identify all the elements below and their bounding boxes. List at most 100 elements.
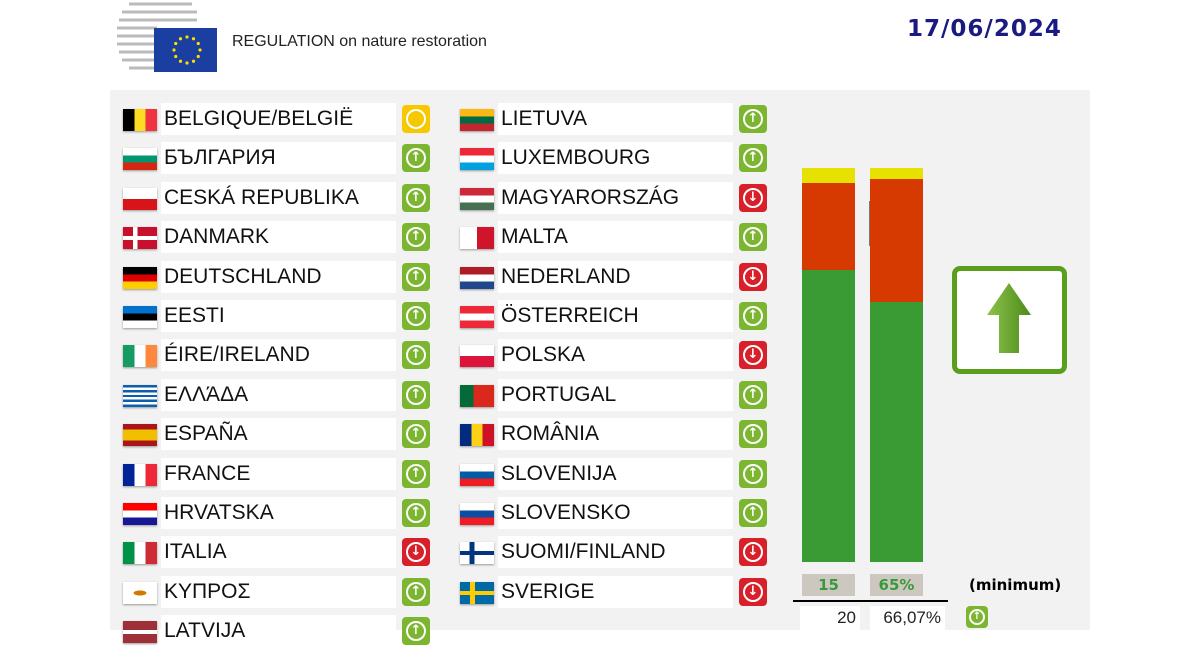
country-name: DEUTSCHLAND — [161, 260, 396, 293]
country-name: LIETUVA — [498, 103, 733, 135]
threshold-label: (minimum) — [969, 576, 1062, 594]
member-states-result: 20 — [800, 606, 860, 630]
vote-yes-icon: ↑ — [402, 459, 430, 488]
country-name: NEDERLAND — [498, 260, 733, 293]
member-states-threshold: 15 — [802, 574, 855, 596]
abstain-segment — [802, 168, 855, 183]
country-name: БЪЛГАРИЯ — [161, 142, 396, 175]
country-name: HRVATSKA — [161, 497, 396, 529]
flag-lv-icon — [123, 621, 157, 644]
flag-bg-icon — [123, 148, 157, 171]
flag-se-icon — [460, 581, 494, 604]
vote-yes-icon: ↑ — [402, 380, 430, 409]
flag-cy-icon — [123, 581, 157, 604]
country-name: ESPAÑA — [161, 418, 396, 451]
vote-yes-icon: ↑ — [402, 341, 430, 370]
flag-hu-icon — [460, 187, 494, 210]
vote-date: 17/06/2024 — [907, 16, 1062, 42]
vote-yes-icon: ↑ — [402, 420, 430, 449]
divider — [793, 600, 948, 602]
country-name: LATVIJA — [161, 615, 396, 647]
vote-yes-icon: ↑ — [402, 144, 430, 173]
eu-council-logo — [117, 2, 217, 72]
flag-lt-icon — [460, 109, 494, 131]
country-name: SVERIGE — [498, 575, 733, 608]
vote-yes-icon: ↑ — [739, 223, 767, 252]
vote-yes-icon: ↑ — [402, 617, 430, 646]
vote-yes-icon: ↑ — [739, 302, 767, 330]
country-name: ΚΥΠΡΟΣ — [161, 575, 396, 608]
vote-yes-icon: ↑ — [402, 262, 430, 291]
flag-sk-icon — [460, 503, 494, 525]
flag-ie-icon — [123, 345, 157, 368]
flag-nl-icon — [460, 266, 494, 289]
vote-yes-icon: ↑ — [402, 183, 430, 212]
no-segment — [870, 179, 923, 302]
flag-cz-icon — [123, 187, 157, 210]
country-name: SUOMI/FINLAND — [498, 536, 733, 569]
country-name: CESKÁ REPUBLIKA — [161, 181, 396, 214]
flag-pt-icon — [460, 384, 494, 407]
vote-abstain-icon — [402, 105, 430, 133]
country-name: PORTUGAL — [498, 378, 733, 411]
yes-segment — [870, 301, 923, 562]
vote-no-icon: ↓ — [739, 183, 767, 212]
no-segment — [802, 182, 855, 271]
flag-ro-icon — [460, 424, 494, 447]
vote-yes-icon: ↑ — [739, 459, 767, 488]
flag-pl-icon — [460, 345, 494, 368]
vote-yes-icon: ↑ — [739, 144, 767, 173]
vote-no-icon: ↓ — [739, 341, 767, 370]
country-name: EESTI — [161, 300, 396, 332]
population-result: 66,07% — [870, 606, 945, 630]
country-name: FRANCE — [161, 457, 396, 490]
flag-lu-icon — [460, 148, 494, 171]
flag-hr-icon — [123, 503, 157, 525]
country-name: BELGIQUE/BELGIË — [161, 103, 396, 135]
flag-ee-icon — [123, 306, 157, 328]
outcome-yes-icon: ↑ — [966, 606, 988, 628]
member-states-bar — [802, 168, 855, 562]
arrow-up-icon — [987, 283, 1031, 353]
flag-es-icon — [123, 424, 157, 447]
population-threshold: 65% — [870, 574, 923, 596]
flag-fi-icon — [460, 542, 494, 565]
country-name: SLOVENSKO — [498, 497, 733, 529]
flag-de-icon — [123, 266, 157, 289]
country-name: ΕΛΛΆΔΑ — [161, 378, 396, 411]
flag-gr-icon — [123, 384, 157, 407]
vote-yes-icon: ↑ — [739, 380, 767, 409]
population-bar — [870, 168, 923, 562]
country-name: ROMÂNIA — [498, 418, 733, 451]
country-name: ÉIRE/IRELAND — [161, 339, 396, 372]
vote-no-icon: ↓ — [402, 538, 430, 567]
country-name: MAGYARORSZÁG — [498, 181, 733, 214]
country-name: SLOVENIJA — [498, 457, 733, 490]
flag-be-icon — [123, 109, 157, 131]
vote-yes-icon: ↑ — [739, 420, 767, 449]
country-name: ITALIA — [161, 536, 396, 569]
flag-fr-icon — [123, 463, 157, 486]
vote-yes-icon: ↑ — [739, 499, 767, 527]
flag-dk-icon — [123, 227, 157, 250]
outcome-arrow-box — [952, 266, 1067, 374]
country-name: ÖSTERREICH — [498, 300, 733, 332]
regulation-title: REGULATION on nature restoration — [232, 33, 487, 50]
vote-yes-icon: ↑ — [402, 577, 430, 606]
abstain-segment — [870, 168, 923, 180]
flag-it-icon — [123, 542, 157, 565]
flag-si-icon — [460, 463, 494, 486]
vote-yes-icon: ↑ — [402, 302, 430, 330]
country-name: LUXEMBOURG — [498, 142, 733, 175]
vote-no-icon: ↓ — [739, 538, 767, 567]
country-name: DANMARK — [161, 221, 396, 254]
country-name: POLSKA — [498, 339, 733, 372]
flag-at-icon — [460, 306, 494, 328]
vote-yes-icon: ↑ — [402, 499, 430, 527]
flag-mt-icon — [460, 227, 494, 250]
vote-no-icon: ↓ — [739, 577, 767, 606]
vote-results-panel: BELGIQUE/BELGIË БЪЛГАРИЯ ↑ CESKÁ REPUBLI… — [110, 90, 1090, 647]
yes-segment — [802, 270, 855, 562]
country-name: MALTA — [498, 221, 733, 254]
vote-no-icon: ↓ — [739, 262, 767, 291]
